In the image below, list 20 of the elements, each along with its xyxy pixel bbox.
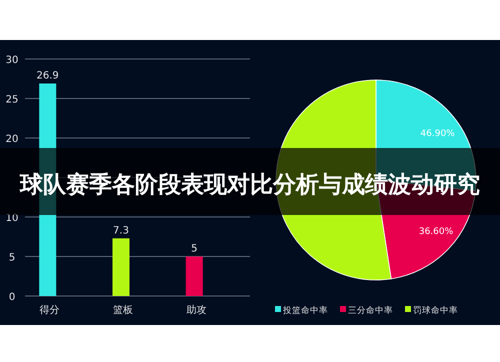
y-tick-label: 10: [6, 213, 18, 224]
data-label: 46.90%: [420, 128, 456, 139]
data-label: 36.60%: [418, 226, 454, 237]
y-tick-label: 30: [6, 55, 18, 66]
data-label: 5: [191, 244, 198, 254]
x-tick-label: 篮板: [113, 304, 133, 316]
y-tick-label: 25: [6, 94, 18, 106]
y-tick-label: 0: [8, 292, 16, 303]
data-label: 26.9: [36, 70, 59, 82]
legend-label: 三分命中率: [348, 305, 393, 316]
bar: [186, 256, 203, 296]
y-tick-label: 20: [6, 134, 18, 145]
legend-label: 罚球命中率: [413, 305, 458, 316]
data-label: 7.3: [113, 225, 129, 236]
x-tick-label: 得分: [40, 304, 60, 316]
y-tick-label: 5: [8, 252, 16, 264]
x-tick-label: 助攻: [186, 304, 206, 316]
text: 球队赛季各阶段表现对比分析与成绩波动研究: [19, 171, 480, 198]
bar: [112, 238, 130, 296]
legend-label: 投篮命中率: [282, 305, 328, 316]
